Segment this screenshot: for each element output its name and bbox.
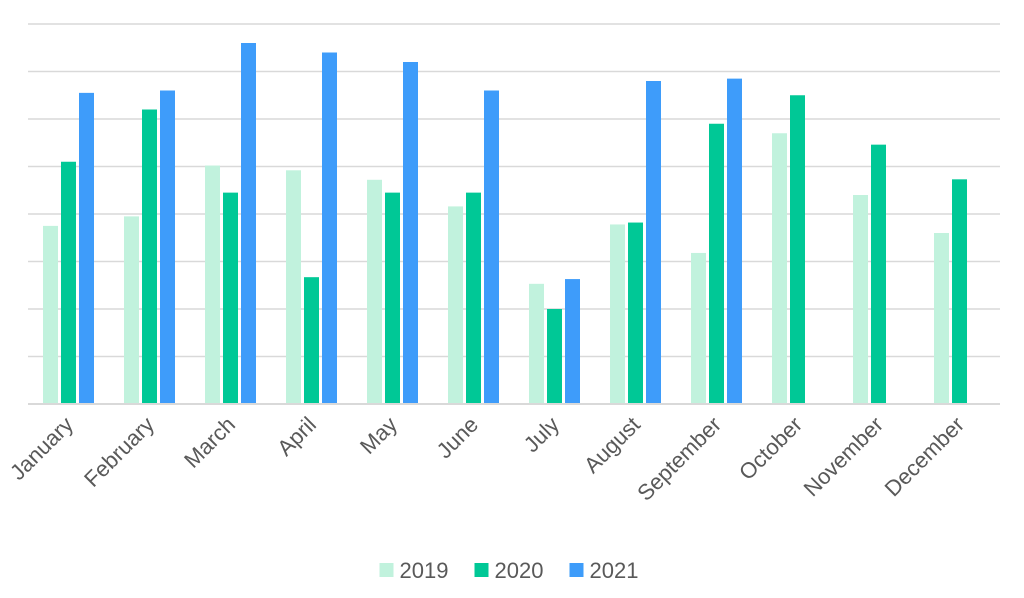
bar-2020-may — [385, 192, 400, 404]
bar-2021-may — [403, 62, 418, 404]
legend-swatch-2019 — [379, 563, 394, 577]
bar-2020-april — [304, 277, 319, 404]
bar-2021-july — [565, 279, 580, 404]
bar-2020-january — [61, 161, 76, 404]
bar-2019-march — [205, 165, 220, 404]
bars — [43, 43, 967, 404]
gridlines — [28, 23, 1000, 358]
bar-2020-march — [223, 192, 238, 404]
bar-2021-january — [79, 92, 94, 404]
bar-2019-december — [934, 233, 949, 404]
bar-2019-september — [691, 252, 706, 404]
x-tick-label: September — [632, 412, 726, 506]
bar-2020-august — [628, 222, 643, 404]
bar-2019-july — [529, 283, 544, 404]
bar-2019-october — [772, 133, 787, 404]
x-tick-label: April — [272, 412, 321, 461]
bar-2021-march — [241, 43, 256, 404]
legend-label-2021: 2021 — [590, 558, 639, 583]
legend-swatch-2021 — [569, 563, 584, 577]
x-tick-label: March — [179, 412, 240, 473]
x-tick-label: May — [355, 412, 402, 459]
bar-2020-july — [547, 309, 562, 404]
bar-2019-august — [610, 224, 625, 404]
bar-2019-november — [853, 195, 868, 404]
bar-2020-september — [709, 123, 724, 404]
x-tick-label: January — [5, 412, 78, 485]
x-tick-label: February — [79, 412, 159, 492]
x-tick-label: August — [579, 412, 645, 478]
bar-2021-september — [727, 78, 742, 404]
x-tick-label: October — [734, 412, 807, 485]
x-tick-label: July — [519, 412, 564, 457]
bar-2019-february — [124, 216, 139, 404]
bar-2021-april — [322, 52, 337, 404]
legend-label-2020: 2020 — [495, 558, 544, 583]
legend-swatch-2020 — [474, 563, 489, 577]
bar-2019-april — [286, 170, 301, 404]
x-tick-label: June — [432, 412, 483, 463]
bar-2020-december — [952, 179, 967, 404]
bar-2020-october — [790, 95, 805, 404]
bar-2019-january — [43, 225, 58, 404]
bar-2020-november — [871, 144, 886, 404]
bar-2019-may — [367, 179, 382, 404]
bar-2021-august — [646, 81, 661, 404]
legend-label-2019: 2019 — [400, 558, 449, 583]
bar-2019-june — [448, 206, 463, 404]
bar-2020-february — [142, 109, 157, 404]
x-tick-label: December — [880, 412, 969, 501]
category-labels: January February March April May June July Augu… — [5, 412, 969, 506]
x-tick-label: November — [799, 412, 888, 501]
bar-2021-february — [160, 90, 175, 404]
bar-2021-june — [484, 90, 499, 404]
bar-2020-june — [466, 192, 481, 404]
legend: 2019 2020 2021 — [379, 558, 639, 583]
